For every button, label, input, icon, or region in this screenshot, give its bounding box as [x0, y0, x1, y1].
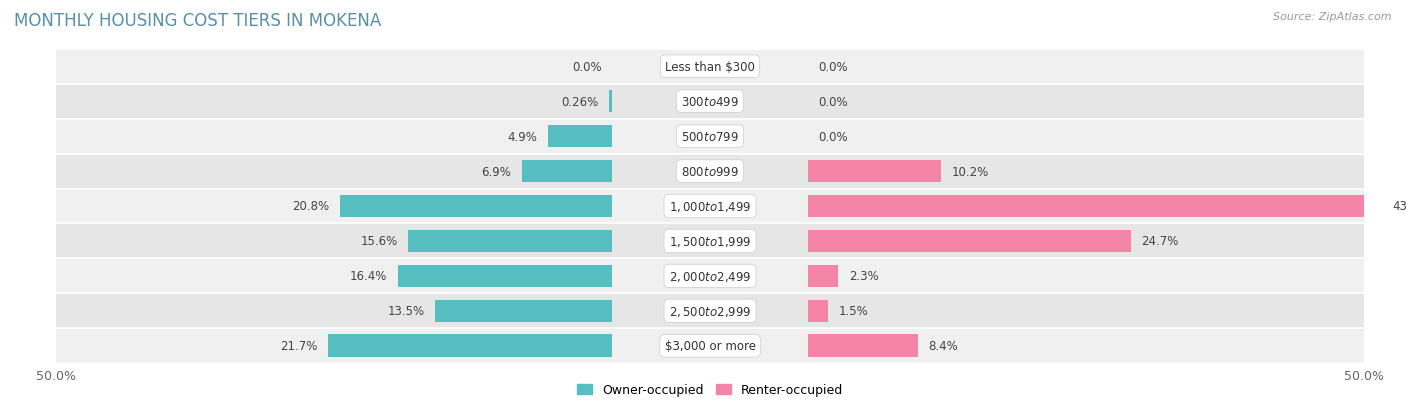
Text: 6.9%: 6.9%: [481, 165, 512, 178]
Bar: [808, 195, 1382, 218]
Text: $500 to $799: $500 to $799: [681, 130, 740, 143]
Text: 0.0%: 0.0%: [572, 61, 602, 74]
Text: 0.0%: 0.0%: [818, 61, 848, 74]
Text: $2,000 to $2,499: $2,000 to $2,499: [669, 269, 751, 283]
Text: 0.26%: 0.26%: [561, 95, 598, 108]
Text: Source: ZipAtlas.com: Source: ZipAtlas.com: [1274, 12, 1392, 22]
Text: 0.0%: 0.0%: [818, 95, 848, 108]
Bar: [56, 154, 1364, 189]
Text: Less than $300: Less than $300: [665, 61, 755, 74]
Text: 1.5%: 1.5%: [838, 305, 868, 318]
Text: 20.8%: 20.8%: [292, 200, 329, 213]
Text: 10.2%: 10.2%: [952, 165, 990, 178]
Bar: [56, 259, 1364, 294]
Bar: [808, 265, 838, 287]
Bar: [56, 50, 1364, 84]
Text: 24.7%: 24.7%: [1142, 235, 1178, 248]
Text: 15.6%: 15.6%: [360, 235, 398, 248]
Text: 0.0%: 0.0%: [818, 130, 848, 143]
Text: 16.4%: 16.4%: [350, 270, 387, 283]
Bar: [398, 265, 612, 287]
Bar: [340, 195, 612, 218]
Bar: [808, 335, 918, 357]
Bar: [56, 329, 1364, 363]
Bar: [436, 300, 612, 323]
Bar: [56, 119, 1364, 154]
Text: 13.5%: 13.5%: [388, 305, 425, 318]
Bar: [328, 335, 612, 357]
Bar: [808, 300, 828, 323]
Text: 43.9%: 43.9%: [1392, 200, 1406, 213]
Bar: [408, 230, 612, 253]
Text: $3,000 or more: $3,000 or more: [665, 339, 755, 352]
Bar: [808, 230, 1130, 253]
Text: 4.9%: 4.9%: [508, 130, 537, 143]
Bar: [609, 90, 612, 113]
Legend: Owner-occupied, Renter-occupied: Owner-occupied, Renter-occupied: [572, 378, 848, 401]
Bar: [548, 126, 612, 148]
Bar: [56, 294, 1364, 329]
Bar: [522, 160, 612, 183]
Text: 8.4%: 8.4%: [928, 339, 957, 352]
Bar: [808, 160, 942, 183]
Text: 2.3%: 2.3%: [849, 270, 879, 283]
Bar: [56, 189, 1364, 224]
Text: $2,500 to $2,999: $2,500 to $2,999: [669, 304, 751, 318]
Text: $800 to $999: $800 to $999: [681, 165, 740, 178]
Bar: [56, 84, 1364, 119]
Text: MONTHLY HOUSING COST TIERS IN MOKENA: MONTHLY HOUSING COST TIERS IN MOKENA: [14, 12, 381, 30]
Text: $300 to $499: $300 to $499: [681, 95, 740, 108]
Bar: [56, 224, 1364, 259]
Text: $1,500 to $1,999: $1,500 to $1,999: [669, 235, 751, 248]
Text: 21.7%: 21.7%: [280, 339, 318, 352]
Text: $1,000 to $1,499: $1,000 to $1,499: [669, 199, 751, 214]
